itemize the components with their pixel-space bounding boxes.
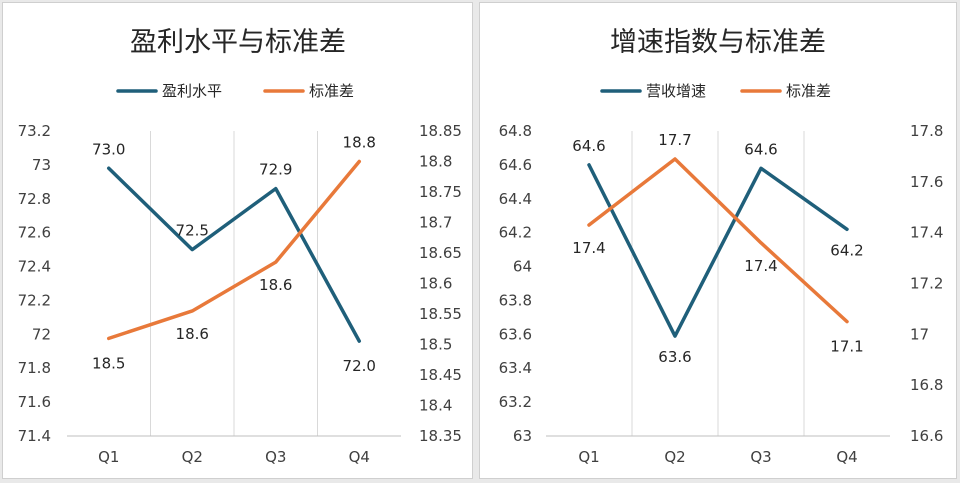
- profit-data-label: 72.5: [176, 222, 209, 240]
- growth-legend-label-1: 营收增速: [646, 82, 706, 100]
- profit-left-tick-label: 71.6: [18, 393, 51, 411]
- growth-right-tick-label: 17.8: [910, 122, 943, 140]
- profit-data-label: 72.0: [343, 357, 376, 375]
- profit-right-tick-label: 18.6: [419, 275, 452, 293]
- profit-left-tick-label: 73.2: [18, 122, 51, 140]
- growth-series-line-2: [587, 157, 849, 324]
- growth-chart-title: 增速指数与标准差: [610, 27, 826, 58]
- growth-left-tick-label: 64.2: [499, 224, 532, 242]
- growth-left-tick-label: 63.6: [499, 325, 532, 343]
- profit-data-label: 18.5: [92, 354, 125, 372]
- growth-data-label: 17.4: [744, 257, 777, 275]
- growth-data-label: 64.6: [572, 137, 605, 155]
- chart-panel-profit: 盈利水平与标准差盈利水平 标准差 73.2 73 72.8 72.6 72.4 72.2 72 7…: [2, 2, 473, 479]
- growth-data-label: 17.1: [830, 338, 863, 356]
- growth-left-tick-label: 63.8: [499, 291, 532, 309]
- profit-right-tick-label: 18.35: [419, 427, 462, 445]
- growth-left-tick-label: 64.6: [499, 156, 532, 174]
- profit-right-tick-label: 18.8: [419, 153, 452, 171]
- profit-right-tick-label: 18.85: [419, 122, 462, 140]
- growth-left-tick-label: 63.2: [499, 393, 532, 411]
- profit-x-tick-label: Q2: [182, 448, 203, 466]
- growth-right-tick-label: 16.6: [910, 427, 943, 445]
- profit-legend-label-2: 标准差: [309, 82, 354, 100]
- growth-legend-label-2: 标准差: [786, 82, 831, 100]
- profit-series-line-2: [107, 159, 361, 341]
- profit-chart-title: 盈利水平与标准差: [130, 27, 346, 58]
- growth-left-tick-label: 63.4: [499, 359, 532, 377]
- growth-left-tick-label: 64.8: [499, 122, 532, 140]
- profit-legend-label-1: 盈利水平: [162, 82, 222, 100]
- growth-data-label: 63.6: [658, 348, 691, 366]
- profit-left-tick-label: 72.6: [18, 224, 51, 242]
- profit-left-tick-label: 72.4: [18, 258, 51, 276]
- growth-left-tick-label: 64.4: [499, 190, 532, 208]
- growth-right-tick-label: 16.8: [910, 376, 943, 394]
- growth-right-tick-label: 17.4: [910, 224, 943, 242]
- growth-series-line-1: [587, 163, 849, 338]
- profit-right-tick-label: 18.4: [419, 397, 452, 415]
- profit-data-label: 73.0: [92, 140, 125, 158]
- profit-data-label: 72.9: [259, 161, 292, 179]
- growth-x-tick-label: Q2: [664, 448, 685, 466]
- profit-right-tick-label: 18.55: [419, 305, 462, 323]
- profit-right-tick-label: 18.5: [419, 336, 452, 354]
- growth-x-tick-label: Q1: [578, 448, 599, 466]
- profit-right-tick-label: 18.75: [419, 183, 462, 201]
- profit-x-tick-label: Q4: [349, 448, 370, 466]
- growth-data-label: 17.7: [658, 131, 691, 149]
- profit-data-label: 18.8: [343, 134, 376, 152]
- profit-left-tick-label: 71.8: [18, 359, 51, 377]
- profit-data-label: 18.6: [176, 325, 209, 343]
- profit-series-line-1: [107, 166, 361, 343]
- growth-data-label: 64.6: [744, 140, 777, 158]
- growth-data-label: 17.4: [572, 239, 605, 257]
- profit-left-tick-label: 73: [32, 156, 51, 174]
- growth-right-tick-label: 17.2: [910, 275, 943, 293]
- chart-panel-growth: 增速指数与标准差营收增速 标准差 64.8 64.6 64.4 64.2 64 63.8 63.…: [479, 2, 957, 479]
- growth-right-tick-label: 17: [910, 325, 929, 343]
- growth-right-tick-label: 17.6: [910, 173, 943, 191]
- profit-x-tick-label: Q3: [265, 448, 286, 466]
- profit-right-tick-label: 18.65: [419, 244, 462, 262]
- profit-left-tick-label: 72.8: [18, 190, 51, 208]
- profit-data-label: 18.6: [259, 276, 292, 294]
- growth-data-label: 64.2: [830, 241, 863, 259]
- profit-left-tick-label: 72.2: [18, 291, 51, 309]
- growth-x-tick-label: Q4: [836, 448, 857, 466]
- profit-right-tick-label: 18.7: [419, 214, 452, 232]
- profit-x-tick-label: Q1: [98, 448, 119, 466]
- profit-left-tick-label: 72: [32, 325, 51, 343]
- profit-right-tick-label: 18.45: [419, 366, 462, 384]
- growth-x-tick-label: Q3: [750, 448, 771, 466]
- growth-left-tick-label: 63: [513, 427, 532, 445]
- profit-left-tick-label: 71.4: [18, 427, 51, 445]
- growth-left-tick-label: 64: [513, 258, 532, 276]
